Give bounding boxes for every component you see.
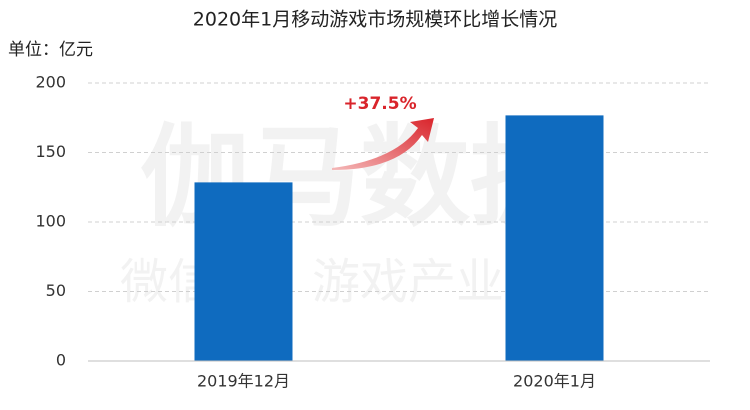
- bar: [505, 115, 604, 362]
- y-tick-label: 150: [35, 142, 66, 161]
- y-tick-label: 50: [46, 281, 66, 300]
- bar: [194, 182, 293, 361]
- y-tick-label: 100: [35, 212, 66, 231]
- y-tick-label: 200: [35, 73, 66, 92]
- y-tick-label: 0: [56, 351, 66, 370]
- x-tick-label: 2019年12月: [197, 372, 290, 391]
- annotation: +37.5%: [343, 94, 416, 114]
- chart-title: 2020年1月移动游戏市场规模环比增长情况: [193, 9, 557, 31]
- x-tick-label: 2020年1月: [513, 372, 596, 391]
- growth-arrow: [332, 118, 434, 170]
- unit-label: 单位：亿元: [8, 40, 93, 60]
